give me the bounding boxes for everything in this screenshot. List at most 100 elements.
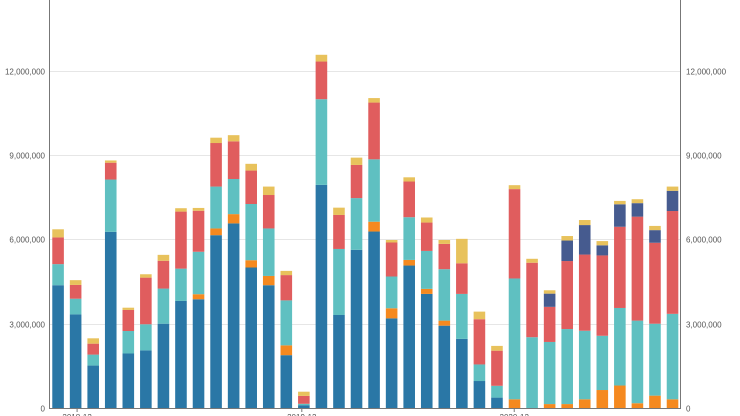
bar-segment-series-6 — [210, 137, 222, 144]
bar-segment-series-3 — [350, 198, 363, 250]
bar-segment-series-1 — [245, 267, 257, 408]
bar-segment-series-1 — [456, 338, 468, 408]
bar-segment-series-2 — [368, 221, 380, 232]
x-tick-label: 2018-12 — [62, 413, 92, 416]
bar-segment-series-2 — [649, 395, 661, 408]
bar-segment-series-2 — [543, 404, 556, 408]
bar-segment-series-3 — [456, 293, 468, 339]
bar-segment-series-1 — [333, 314, 345, 408]
bar-segment-series-1 — [350, 249, 363, 408]
bar-segment-series-1 — [52, 285, 64, 408]
x-tick-labels: 2018-12 2019-12 2020-12 — [62, 408, 529, 416]
left-y-tick-labels: 0 3,000,000 6,000,000 9,000,000 12,000,000 — [5, 68, 46, 414]
y-tick-label-right: 3,000,000 — [686, 321, 722, 330]
bar-segment-series-2 — [596, 390, 609, 408]
bar-segment-series-4 — [420, 222, 433, 251]
bar-segment-series-4 — [315, 61, 328, 100]
bar-segment-series-6 — [456, 238, 468, 264]
bar-segment-series-2 — [614, 385, 626, 408]
bar-stack — [649, 225, 661, 408]
bar-stack — [631, 199, 644, 408]
bar-segment-series-4 — [122, 309, 135, 331]
bar-segment-series-4 — [368, 102, 380, 160]
y-tick-label-left: 9,000,000 — [9, 152, 45, 161]
bar-segment-series-3 — [526, 337, 538, 408]
bar-segment-series-4 — [526, 262, 538, 338]
bar-segment-series-4 — [175, 211, 187, 269]
bar-segment-series-3 — [210, 186, 222, 229]
bar-segment-series-4 — [666, 211, 679, 314]
bar-segment-series-3 — [192, 251, 205, 295]
bar-segment-series-6 — [280, 270, 293, 276]
y-tick-label-left: 0 — [41, 405, 46, 414]
gridlines — [49, 71, 681, 325]
bar-segment-series-4 — [614, 226, 626, 308]
x-tick-label: 2020-12 — [500, 413, 530, 416]
bar-stack — [52, 229, 64, 408]
bar-segment-series-4 — [508, 189, 521, 279]
bar-stack — [666, 186, 679, 408]
bar-segment-series-3 — [280, 300, 293, 346]
bar-segment-series-4 — [649, 242, 661, 324]
bar-segment-series-6 — [87, 338, 99, 344]
bar-segment-series-5 — [578, 225, 591, 255]
bar-segment-series-3 — [438, 269, 451, 321]
bar-segment-series-4 — [298, 395, 310, 404]
bar-segment-series-4 — [631, 216, 644, 321]
bar-segment-series-3 — [140, 324, 152, 351]
bar-segment-series-3 — [666, 313, 679, 400]
bar-stack — [596, 241, 609, 408]
bar-stack — [578, 220, 591, 408]
bar-segment-series-3 — [333, 248, 345, 315]
bar-stack — [227, 135, 240, 408]
bar-segment-series-1 — [175, 300, 187, 408]
bar-segment-series-4 — [87, 343, 99, 355]
bar-segment-series-6 — [122, 307, 135, 310]
bar-segment-series-5 — [614, 204, 626, 227]
bar-segment-series-3 — [473, 364, 486, 382]
bar-segment-series-1 — [298, 405, 310, 408]
bar-segment-series-3 — [578, 330, 591, 400]
bar-segment-series-1 — [210, 235, 222, 408]
bar-stack — [175, 208, 187, 408]
bar-segment-series-1 — [122, 353, 135, 408]
bar-segment-series-4 — [456, 263, 468, 294]
bar-stack — [403, 177, 415, 408]
bar-segment-series-1 — [87, 365, 99, 408]
bar-segment-series-5 — [631, 203, 644, 217]
bar-segment-series-5 — [649, 230, 661, 243]
bar-segment-series-2 — [262, 275, 275, 286]
bar-segment-series-1 — [491, 397, 503, 408]
bar-stack — [192, 207, 205, 408]
bar-segment-series-3 — [543, 341, 556, 405]
bar-segment-series-2 — [385, 308, 398, 319]
bar-stack — [438, 239, 451, 408]
bar-segment-series-6 — [438, 239, 451, 244]
bar-stack — [456, 238, 468, 408]
bar-segment-series-5 — [543, 293, 556, 307]
bar-stack — [87, 338, 99, 408]
bar-segment-series-6 — [175, 208, 187, 212]
bar-segment-series-4 — [245, 170, 257, 204]
bar-stack — [245, 163, 257, 408]
bar-segment-series-5 — [666, 190, 679, 212]
bar-segment-series-2 — [403, 259, 415, 266]
bar-segment-series-5 — [596, 245, 609, 256]
bar-segment-series-3 — [298, 403, 310, 406]
bar-segment-series-5 — [561, 240, 573, 262]
bar-segment-series-3 — [561, 329, 573, 405]
bar-segment-series-2 — [578, 399, 591, 408]
bar-segment-series-1 — [69, 314, 82, 408]
bar-segment-series-1 — [368, 231, 380, 408]
bar-segment-series-3 — [227, 178, 240, 215]
bar-segment-series-3 — [175, 268, 187, 301]
bar-segment-series-6 — [140, 274, 152, 278]
bar-segment-series-4 — [543, 306, 556, 342]
y-tick-label-left: 6,000,000 — [9, 236, 45, 245]
bar-segment-series-3 — [368, 159, 380, 222]
bar-segment-series-4 — [52, 237, 64, 265]
bar-stack — [157, 254, 170, 408]
bar-stack — [69, 280, 82, 408]
bar-segment-series-6 — [614, 200, 626, 205]
bar-segment-series-3 — [315, 99, 328, 185]
